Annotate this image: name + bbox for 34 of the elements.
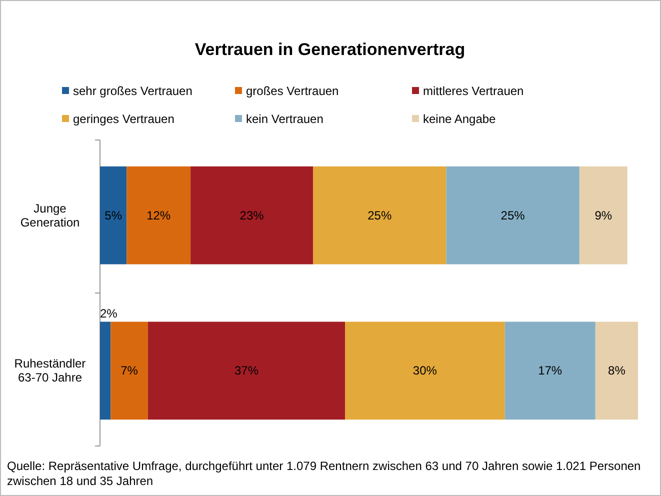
- data-label: 30%: [412, 364, 438, 378]
- bar: [126, 166, 191, 264]
- data-label: 5%: [104, 208, 122, 222]
- legend-label: sehr großes Vertrauen: [73, 84, 192, 98]
- source-note: Quelle: Repräsentative Umfrage, durchgeführt unter 1.079 Rentnern zwischen 63 und 70 Jahren sowie 1.021 Personen zwischen 18 und 35 Jahren: [7, 459, 641, 488]
- legend-label: geringes Vertrauen: [73, 112, 174, 126]
- legend-label: großes Vertrauen: [246, 84, 339, 98]
- bar: [148, 322, 346, 420]
- chart-title: Vertrauen in Generationenvertrag: [194, 40, 466, 59]
- legend-label: keine Angabe: [423, 112, 496, 126]
- data-label: 37%: [234, 364, 259, 378]
- legend-label: kein Vertrauen: [246, 112, 324, 126]
- bar: [100, 322, 111, 420]
- bar: [504, 322, 596, 420]
- bar: [595, 322, 638, 420]
- bar: [110, 322, 148, 420]
- data-label: 25%: [368, 208, 392, 222]
- bar: [190, 166, 314, 264]
- data-label: 7%: [120, 364, 138, 378]
- data-label: 25%: [500, 208, 526, 222]
- bar: [313, 166, 446, 264]
- bar: [345, 322, 505, 420]
- bar: [100, 166, 127, 264]
- bar: [579, 166, 628, 264]
- data-label: 12%: [146, 208, 171, 222]
- data-label: 17%: [538, 364, 562, 378]
- legend-label: mittleres Vertrauen: [423, 84, 524, 98]
- data-label: 23%: [240, 208, 264, 222]
- data-label: 8%: [608, 364, 626, 378]
- data-label: 9%: [594, 208, 612, 222]
- y-tick-label: Junge Generation: [20, 201, 80, 230]
- y-tick-label: Ruheständler 63-70 Jahre: [14, 356, 86, 385]
- bar: [446, 166, 580, 264]
- data-label: 2%: [100, 306, 118, 321]
